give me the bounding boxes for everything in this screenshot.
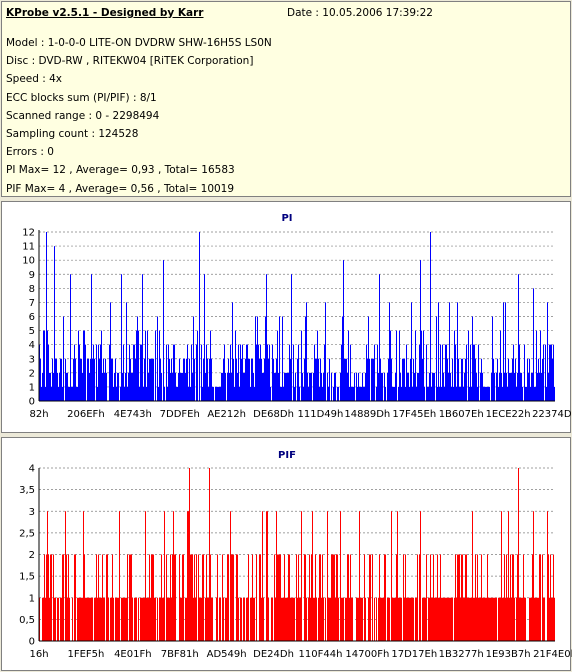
- app-title: KProbe v2.5.1 - Designed by Karr: [6, 7, 204, 19]
- pif-y-tick-label: 0,5: [19, 615, 35, 626]
- pi-y-tick-label: 9: [29, 270, 35, 281]
- info-disc: Disc : DVD-RW , RITEKW04 [RiTEK Corporat…: [6, 55, 254, 68]
- info-scanned-range: Scanned range : 0 - 2298494: [6, 109, 160, 122]
- pif-x-tick-label: AD549h: [207, 649, 247, 660]
- pi-y-tick-label: 6: [29, 312, 35, 323]
- pi-y-tick-label: 11: [22, 242, 35, 253]
- pi-x-tick-label: 17F45Eh: [392, 409, 436, 420]
- pif-x-tick-label: DE24Dh: [253, 649, 294, 660]
- pi-y-tick-label: 7: [29, 298, 35, 309]
- pi-y-tick-label: 12: [22, 228, 35, 239]
- pif-chart-panel: PIF 0 0,5 1 1,5 2 2,5 3 3,5 4 16h 1FEF5h 4E01Fh 7BF…: [1, 437, 572, 671]
- pi-x-tick-label: 7DDFEh: [160, 409, 200, 420]
- pi-x-tick-label: AE212h: [207, 409, 246, 420]
- info-pi-stats: PI Max= 12 , Average= 0,93 , Total= 1658…: [6, 164, 235, 177]
- pif-y-tick-label: 0: [29, 637, 35, 648]
- pi-x-tick-label: DE68Dh: [253, 409, 294, 420]
- pi-y-tick-label: 3: [29, 354, 35, 365]
- scan-date: Date : 10.05.2006 17:39:22: [287, 7, 433, 19]
- pif-y-tick-label: 3,5: [19, 485, 35, 496]
- pif-y-tick-label: 3: [29, 507, 35, 518]
- pi-chart-panel: PI 0 1 2 3 4 5 6 7 8 9 10 11 12 82h 206EFh 4E743h 7DDFE…: [1, 201, 572, 433]
- pif-y-tick-label: 2: [29, 550, 35, 561]
- pif-x-tick-label: 1B3277h: [439, 649, 484, 660]
- pi-x-tick-label: 22374Dh: [532, 409, 572, 420]
- pi-x-tick-label: 206EFh: [67, 409, 105, 420]
- pi-x-tick-label: 1ECE22h: [486, 409, 531, 420]
- pi-y-tick-label: 5: [29, 326, 35, 337]
- pif-y-tick-label: 2,5: [19, 528, 35, 539]
- pif-y-tick-label: 4: [29, 464, 35, 475]
- pif-x-tick-label: 17D17Eh: [391, 649, 437, 660]
- pi-x-tick-label: 4E743h: [114, 409, 152, 420]
- pi-x-tick-label: 111D49h: [298, 409, 344, 420]
- pif-x-tick-label: 21F4E0h: [533, 649, 572, 660]
- info-model: Model : 1-0-0-0 LITE-ON DVDRW SHW-16H5S …: [6, 37, 272, 49]
- pif-x-tick-label: 1E93B7h: [486, 649, 531, 660]
- info-sampling-count: Sampling count : 124528: [6, 127, 139, 140]
- pi-x-tick-label: 1B607Eh: [439, 409, 484, 420]
- pi-x-tick-label: 82h: [29, 409, 48, 420]
- info-pif-stats: PIF Max= 4 , Average= 0,56 , Total= 1001…: [6, 182, 235, 195]
- info-ecc-blocks: ECC blocks sum (PI/PIF) : 8/1: [6, 91, 157, 104]
- pi-x-tick-label: 14889Dh: [344, 409, 390, 420]
- pi-y-tick-label: 0: [29, 397, 35, 408]
- pi-y-tick-label: 2: [29, 368, 35, 379]
- pif-chart: PIF 0 0,5 1 1,5 2 2,5 3 3,5 4 16h 1FEF5h 4E01Fh 7BF…: [19, 450, 572, 660]
- pif-y-tick-label: 1,5: [19, 572, 35, 583]
- pi-y-tick-label: 1: [29, 382, 35, 393]
- info-panel: KProbe v2.5.1 - Designed by Karr Date : …: [1, 1, 571, 197]
- pi-y-tick-label: 8: [29, 284, 35, 295]
- pif-chart-title: PIF: [278, 450, 296, 461]
- pif-x-tick-label: 110F44h: [299, 649, 343, 660]
- pif-x-tick-label: 16h: [29, 649, 48, 660]
- pif-y-tick-label: 1: [29, 593, 35, 604]
- info-speed: Speed : 4x: [6, 73, 63, 86]
- pi-chart-title: PI: [281, 213, 292, 224]
- pif-x-tick-label: 1FEF5h: [67, 649, 104, 660]
- info-lines: Model : 1-0-0-0 LITE-ON DVDRW SHW-16H5S …: [6, 34, 272, 198]
- pi-y-tick-label: 4: [29, 340, 35, 351]
- info-errors: Errors : 0: [6, 146, 54, 159]
- pif-x-tick-label: 4E01Fh: [114, 649, 152, 660]
- pif-x-tick-label: 7BF81h: [161, 649, 199, 660]
- pi-y-tick-label: 10: [22, 256, 35, 267]
- pif-x-tick-label: 14700Fh: [345, 649, 389, 660]
